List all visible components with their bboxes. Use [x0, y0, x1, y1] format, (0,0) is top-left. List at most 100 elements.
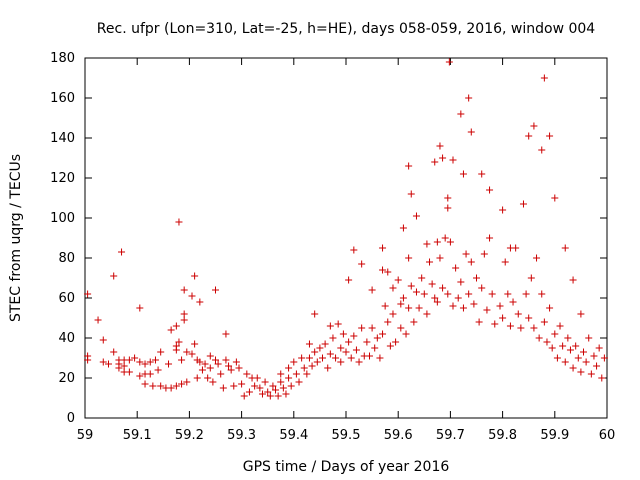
- x-tick-label: 60: [599, 428, 616, 443]
- data-point: [149, 382, 157, 390]
- data-point: [444, 194, 452, 202]
- data-point: [277, 378, 285, 386]
- data-point: [245, 388, 253, 396]
- data-point: [227, 366, 235, 374]
- data-point: [305, 340, 313, 348]
- data-point: [514, 310, 522, 318]
- data-point: [324, 364, 332, 372]
- data-point: [358, 324, 366, 332]
- data-point: [180, 316, 188, 324]
- data-point: [407, 282, 415, 290]
- data-point: [258, 390, 266, 398]
- data-point: [399, 224, 407, 232]
- data-point: [574, 354, 582, 362]
- data-point: [188, 350, 196, 358]
- data-point: [582, 358, 590, 366]
- y-tick-label: 180: [50, 51, 75, 66]
- x-tick-label: 59.6: [384, 428, 413, 443]
- data-point: [384, 318, 392, 326]
- data-point: [381, 302, 389, 310]
- data-point: [99, 358, 107, 366]
- x-tick-label: 59.7: [436, 428, 465, 443]
- data-point: [198, 366, 206, 374]
- data-point: [368, 286, 376, 294]
- data-point: [277, 370, 285, 378]
- data-point: [564, 334, 572, 342]
- data-point: [193, 374, 201, 382]
- data-point: [345, 338, 353, 346]
- data-layer: [84, 58, 608, 400]
- x-tick-label: 59.2: [175, 428, 204, 443]
- data-point: [439, 154, 447, 162]
- data-point: [462, 250, 470, 258]
- data-point: [593, 362, 601, 370]
- data-point: [389, 310, 397, 318]
- data-point: [397, 300, 405, 308]
- data-point: [439, 284, 447, 292]
- data-point: [235, 364, 243, 372]
- data-point: [212, 356, 219, 364]
- data-point: [232, 358, 240, 366]
- data-point: [188, 292, 196, 300]
- data-point: [431, 158, 439, 166]
- data-point: [274, 392, 282, 400]
- data-point: [444, 290, 452, 298]
- x-tick-label: 59.8: [488, 428, 517, 443]
- data-point: [553, 354, 561, 362]
- data-point: [519, 200, 527, 208]
- data-point: [533, 254, 541, 262]
- data-point: [465, 290, 473, 298]
- data-point: [543, 338, 551, 346]
- data-point: [337, 344, 345, 352]
- data-point: [587, 370, 595, 378]
- data-point: [183, 348, 191, 356]
- data-point: [512, 244, 520, 252]
- data-point: [99, 336, 107, 344]
- data-point: [183, 378, 191, 386]
- data-point: [196, 298, 204, 306]
- data-point: [379, 330, 387, 338]
- data-point: [525, 132, 533, 140]
- data-point: [350, 246, 358, 254]
- x-tick-label: 59.4: [279, 428, 308, 443]
- data-point: [535, 334, 543, 342]
- data-point: [172, 322, 180, 330]
- data-point: [454, 294, 462, 302]
- data-point: [204, 374, 212, 382]
- y-tick-label: 80: [58, 251, 75, 266]
- y-tick-label: 120: [50, 171, 75, 186]
- data-point: [157, 348, 165, 356]
- data-point: [436, 142, 444, 150]
- data-point: [580, 348, 588, 356]
- data-point: [371, 344, 379, 352]
- chart-title: Rec. ufpr (Lon=310, Lat=-25, h=HE), days…: [97, 21, 596, 37]
- data-point: [264, 388, 272, 396]
- data-point: [486, 234, 494, 242]
- data-point: [392, 338, 400, 346]
- data-point: [303, 370, 311, 378]
- data-point: [230, 382, 238, 390]
- data-point: [191, 272, 199, 280]
- data-point: [527, 274, 535, 282]
- data-point: [556, 322, 564, 330]
- data-point: [522, 290, 530, 298]
- data-point: [595, 344, 603, 352]
- y-tick-label: 60: [58, 291, 75, 306]
- y-tick-label: 20: [58, 371, 75, 386]
- data-point: [256, 384, 264, 392]
- data-point: [178, 356, 186, 364]
- data-point: [334, 320, 342, 328]
- data-point: [577, 310, 585, 318]
- data-point: [538, 290, 546, 298]
- data-point: [457, 278, 465, 286]
- data-point: [172, 346, 180, 354]
- data-point: [243, 370, 251, 378]
- data-point: [436, 254, 444, 262]
- data-point: [290, 358, 298, 366]
- data-point: [452, 264, 460, 272]
- data-point: [418, 274, 426, 282]
- data-point: [496, 302, 504, 310]
- data-point: [355, 358, 363, 366]
